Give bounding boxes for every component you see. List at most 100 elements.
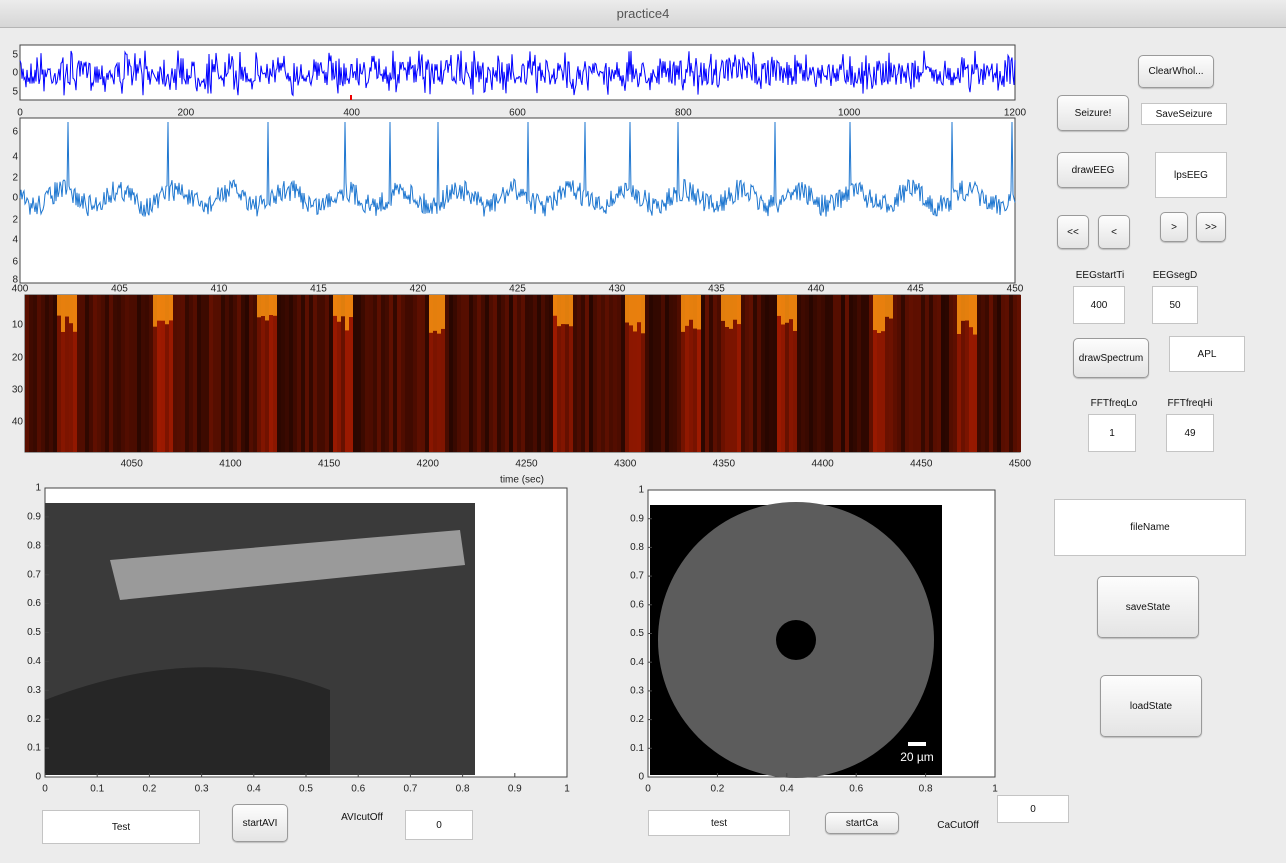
x-tick-label: 400 (12, 284, 29, 295)
y-tick-label: 4 (12, 235, 18, 246)
y-tick-label: 0.8 (630, 542, 644, 553)
avi-name-field[interactable]: Test (42, 810, 200, 844)
save-state-button[interactable]: saveState (1097, 576, 1199, 638)
ca-cutoff-field[interactable]: 0 (997, 795, 1069, 823)
spectrogram-column (129, 295, 133, 452)
spectrogram-column (701, 295, 705, 452)
spectrogram-column (289, 295, 293, 452)
y-tick-label: 6 (12, 257, 18, 268)
fft-hi-field[interactable]: 49 (1166, 414, 1214, 452)
y-tick-label: 0.4 (630, 657, 644, 668)
spectrogram-column (997, 295, 1001, 452)
spectrogram-column (37, 295, 41, 452)
load-state-button[interactable]: loadState (1100, 675, 1202, 737)
spectrogram-column (57, 295, 61, 452)
lps-eeg-field[interactable]: lpsEEG (1155, 152, 1227, 198)
ca-name-field[interactable]: test (648, 810, 790, 836)
y-tick-label: 0.5 (27, 627, 41, 638)
spectrogram-peak (153, 295, 157, 327)
y-tick-label: 0.3 (630, 686, 644, 697)
eeg-overview-axes (19, 44, 1016, 101)
spectrogram-column (905, 295, 909, 452)
start-ca-button[interactable]: startCa (825, 812, 899, 834)
spectrogram-peak (789, 295, 793, 320)
spectrogram-column (257, 295, 261, 452)
eeg-start-field[interactable]: 400 (1073, 286, 1125, 324)
spectrogram-column (569, 295, 573, 452)
x-tick-label: 0 (17, 108, 23, 119)
spectrogram-column (981, 295, 985, 452)
forward-button[interactable]: > (1160, 212, 1188, 242)
y-tick-label: 0 (638, 772, 644, 783)
spectrogram-column (813, 295, 817, 452)
spectrogram-column (877, 295, 881, 452)
spectrogram-column (529, 295, 533, 452)
spectrogram-column (113, 295, 117, 452)
spectrogram-column (821, 295, 825, 452)
y-tick-label: 0 (12, 193, 18, 204)
spectrogram-column (409, 295, 413, 452)
apl-field[interactable]: APL (1169, 336, 1245, 372)
back-button[interactable]: < (1098, 215, 1130, 249)
spectrogram-column (109, 295, 113, 452)
eeg-seg-label: EEGsegD (1152, 269, 1198, 281)
spectrogram-column (733, 295, 737, 452)
seizure-button[interactable]: Seizure! (1057, 95, 1129, 131)
y-tick-label: 6 (12, 127, 18, 138)
draw-eeg-button[interactable]: drawEEG (1057, 152, 1129, 188)
spectrogram-peak (261, 295, 265, 317)
spectrogram-column (601, 295, 605, 452)
x-tick-label: 0 (42, 784, 48, 795)
spectrogram-column (837, 295, 841, 452)
x-tick-label: 4100 (219, 459, 242, 470)
y-tick-label: 0.4 (27, 656, 41, 667)
y-tick-label: 1 (35, 483, 41, 494)
file-name-field[interactable]: fileName (1054, 499, 1246, 556)
spectrogram-column (469, 295, 473, 452)
spectrogram-column (537, 295, 541, 452)
spectrogram-column (189, 295, 193, 452)
fft-lo-field[interactable]: 1 (1088, 414, 1136, 452)
y-tick-label: 0.1 (630, 743, 644, 754)
spectrogram-column (377, 295, 381, 452)
spectrogram-column (577, 295, 581, 452)
spectrogram-column (933, 295, 937, 452)
spectrogram-column (861, 295, 865, 452)
y-tick-label: 0.8 (27, 540, 41, 551)
forward-far-button[interactable]: >> (1196, 212, 1226, 242)
spectrogram-column (669, 295, 673, 452)
y-tick-label: 8 (12, 275, 18, 286)
spectrogram-column (429, 295, 433, 452)
spectrogram-column (1017, 295, 1021, 452)
spectrogram-peak (269, 295, 273, 316)
back-far-button[interactable]: << (1057, 215, 1089, 249)
spectrogram-peak (161, 295, 165, 321)
start-avi-button[interactable]: startAVI (232, 804, 288, 842)
spectrogram-column (985, 295, 989, 452)
spectrogram-column (881, 295, 885, 452)
y-tick-label: 10 (12, 320, 24, 331)
spectrogram-column (481, 295, 485, 452)
draw-spectrum-button[interactable]: drawSpectrum (1073, 338, 1149, 378)
spectrogram-column (957, 295, 961, 452)
clear-button[interactable]: ClearWhol... (1138, 55, 1214, 88)
avi-cutoff-field[interactable]: 0 (405, 810, 473, 840)
spectrogram-column (101, 295, 105, 452)
spectrogram-peak (169, 295, 173, 321)
x-tick-label: 1 (992, 784, 998, 795)
spectrogram-column (425, 295, 429, 452)
spectrogram-column (185, 295, 189, 452)
spectrogram-peak (873, 295, 877, 331)
spectrogram-column (413, 295, 417, 452)
spectrogram-peak (737, 295, 741, 325)
eeg-seg-field[interactable]: 50 (1152, 286, 1198, 324)
spectrogram-column (557, 295, 561, 452)
save-seizure-field[interactable]: SaveSeizure (1141, 103, 1227, 125)
spectrogram-column (317, 295, 321, 452)
y-tick-label: 0.7 (27, 569, 41, 580)
x-tick-label: 430 (609, 284, 626, 295)
x-tick-label: 0.4 (780, 784, 794, 795)
scale-bar-label: 20 µm (900, 750, 934, 764)
spectrogram-peak (61, 295, 65, 332)
x-tick-label: 0.6 (351, 784, 365, 795)
